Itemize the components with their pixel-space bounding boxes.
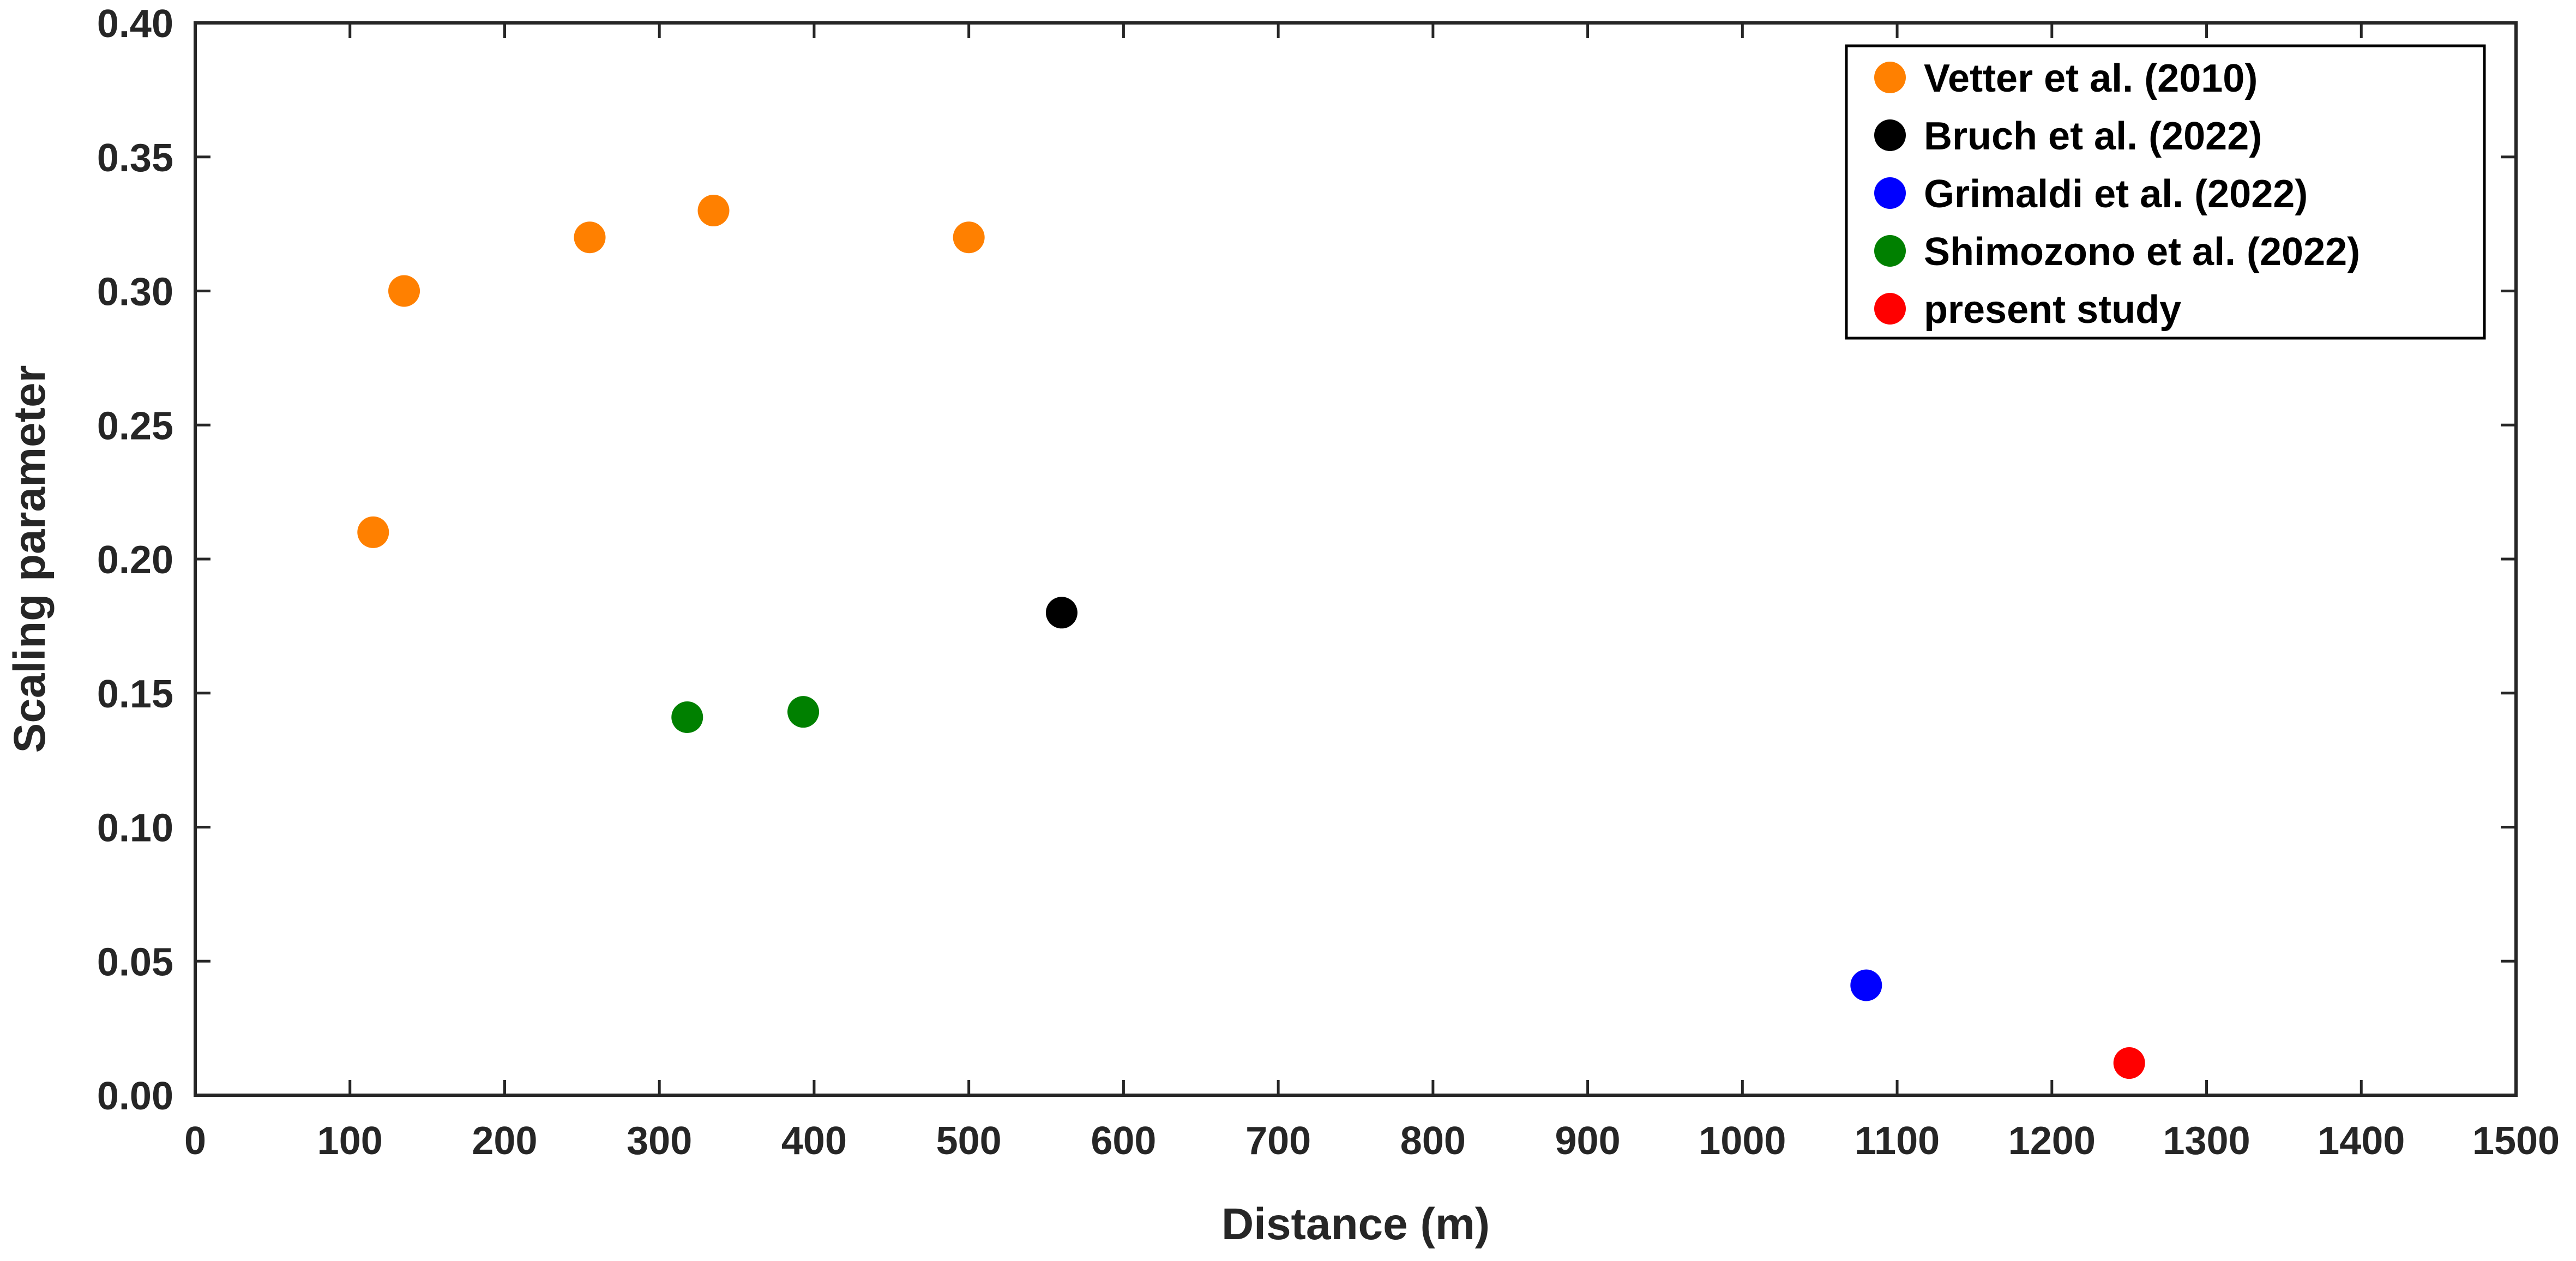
- x-tick-label: 400: [781, 1119, 847, 1163]
- x-tick-label: 500: [936, 1119, 1002, 1163]
- y-axis-tick-labels: 0.00 0.05 0.10 0.15 0.20 0.25 0.30 0.35 0.40: [97, 2, 173, 1118]
- legend-label: Bruch et al. (2022): [1924, 115, 2262, 158]
- x-tick-label: 1500: [2472, 1119, 2560, 1163]
- data-point: [1850, 969, 1882, 1001]
- legend-label: Vetter et al. (2010): [1924, 57, 2258, 100]
- data-point: [574, 221, 606, 254]
- x-tick-label: 800: [1400, 1119, 1466, 1163]
- data-point: [953, 221, 985, 254]
- y-tick-label: 0.30: [97, 271, 173, 314]
- legend: Vetter et al. (2010) Bruch et al. (2022) G…: [1845, 44, 2486, 340]
- y-tick-label: 0.35: [97, 136, 173, 180]
- data-point: [671, 701, 703, 733]
- y-tick-label: 0.05: [97, 940, 173, 984]
- data-point: [357, 516, 389, 548]
- x-axis-tick-labels: 0 100 200 300 400 500 600 700 800 900 1000 1100 1200…: [184, 1119, 2560, 1163]
- axis-ticks: [194, 21, 2518, 1097]
- x-axis-label: Distance (m): [1221, 1199, 1490, 1249]
- data-points: [357, 195, 2145, 1079]
- x-tick-label: 1200: [2008, 1119, 2096, 1163]
- x-tick-label: 1100: [1855, 1119, 1940, 1163]
- x-tick-label: 300: [627, 1119, 692, 1163]
- legend-label: Grimaldi et al. (2022): [1924, 172, 2308, 216]
- legend-marker: [1874, 293, 1906, 325]
- data-point: [697, 195, 730, 227]
- legend-marker: [1874, 119, 1906, 151]
- legend-label: Shimozono et al. (2022): [1924, 230, 2360, 274]
- x-tick-label: 1000: [1699, 1119, 1786, 1163]
- x-tick-label: 200: [472, 1119, 537, 1163]
- data-point: [787, 696, 820, 728]
- y-tick-label: 0.15: [97, 672, 173, 716]
- legend-box: [1845, 44, 2486, 340]
- x-tick-label: 700: [1245, 1119, 1311, 1163]
- y-axis-label: Scaling parameter: [5, 365, 55, 753]
- x-tick-label: 900: [1555, 1119, 1621, 1163]
- y-tick-label: 0.00: [97, 1074, 173, 1118]
- legend-marker: [1874, 177, 1906, 209]
- x-tick-label: 600: [1091, 1119, 1156, 1163]
- data-point: [1045, 597, 1078, 629]
- y-tick-label: 0.20: [97, 538, 173, 582]
- y-tick-label: 0.25: [97, 404, 173, 448]
- data-point: [2113, 1047, 2145, 1079]
- y-tick-label: 0.40: [97, 2, 173, 46]
- x-tick-label: 1400: [2318, 1119, 2405, 1163]
- legend-marker: [1874, 235, 1906, 267]
- data-point: [388, 275, 420, 307]
- legend-label: present study: [1924, 288, 2181, 332]
- legend-items: Vetter et al. (2010) Bruch et al. (2022) G…: [1874, 57, 2360, 332]
- legend-marker: [1874, 62, 1906, 93]
- x-tick-label: 100: [317, 1119, 383, 1163]
- x-tick-label: 1300: [2163, 1119, 2250, 1163]
- y-tick-label: 0.10: [97, 807, 173, 850]
- x-tick-label: 0: [184, 1119, 206, 1163]
